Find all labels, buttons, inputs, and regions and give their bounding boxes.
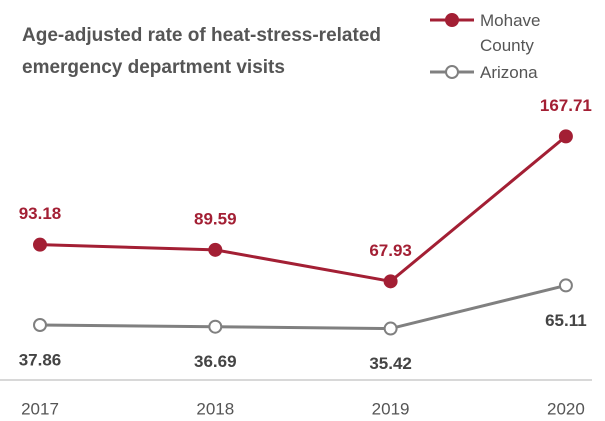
legend-label: Mohave County	[480, 11, 541, 55]
data-label: 37.86	[19, 350, 62, 369]
x-tick-label: 2017	[21, 399, 59, 418]
data-label: 35.42	[369, 354, 412, 373]
x-tick-label: 2020	[547, 399, 585, 418]
point	[33, 318, 47, 333]
point	[558, 278, 573, 293]
data-label: 93.18	[19, 204, 62, 223]
series-line	[39, 283, 567, 331]
point	[383, 274, 398, 289]
x-tick-label: 2019	[372, 399, 410, 418]
data-label: 65.11	[545, 311, 587, 330]
data-label: 67.93	[369, 241, 412, 260]
chart-title: Age-adjusted rate of heat-stress-related…	[22, 25, 381, 78]
data-label: 89.59	[194, 209, 237, 228]
legend-label: Arizona	[480, 63, 538, 82]
point	[558, 129, 573, 144]
data-label: 167.71	[540, 96, 592, 115]
point	[208, 242, 223, 257]
point	[383, 321, 398, 336]
legend-marker	[445, 13, 459, 27]
point	[33, 237, 47, 252]
point	[208, 319, 223, 334]
series-line	[39, 135, 567, 283]
x-tick-label: 2018	[196, 399, 234, 418]
data-label: 36.69	[194, 352, 237, 371]
legend-marker	[445, 65, 459, 79]
